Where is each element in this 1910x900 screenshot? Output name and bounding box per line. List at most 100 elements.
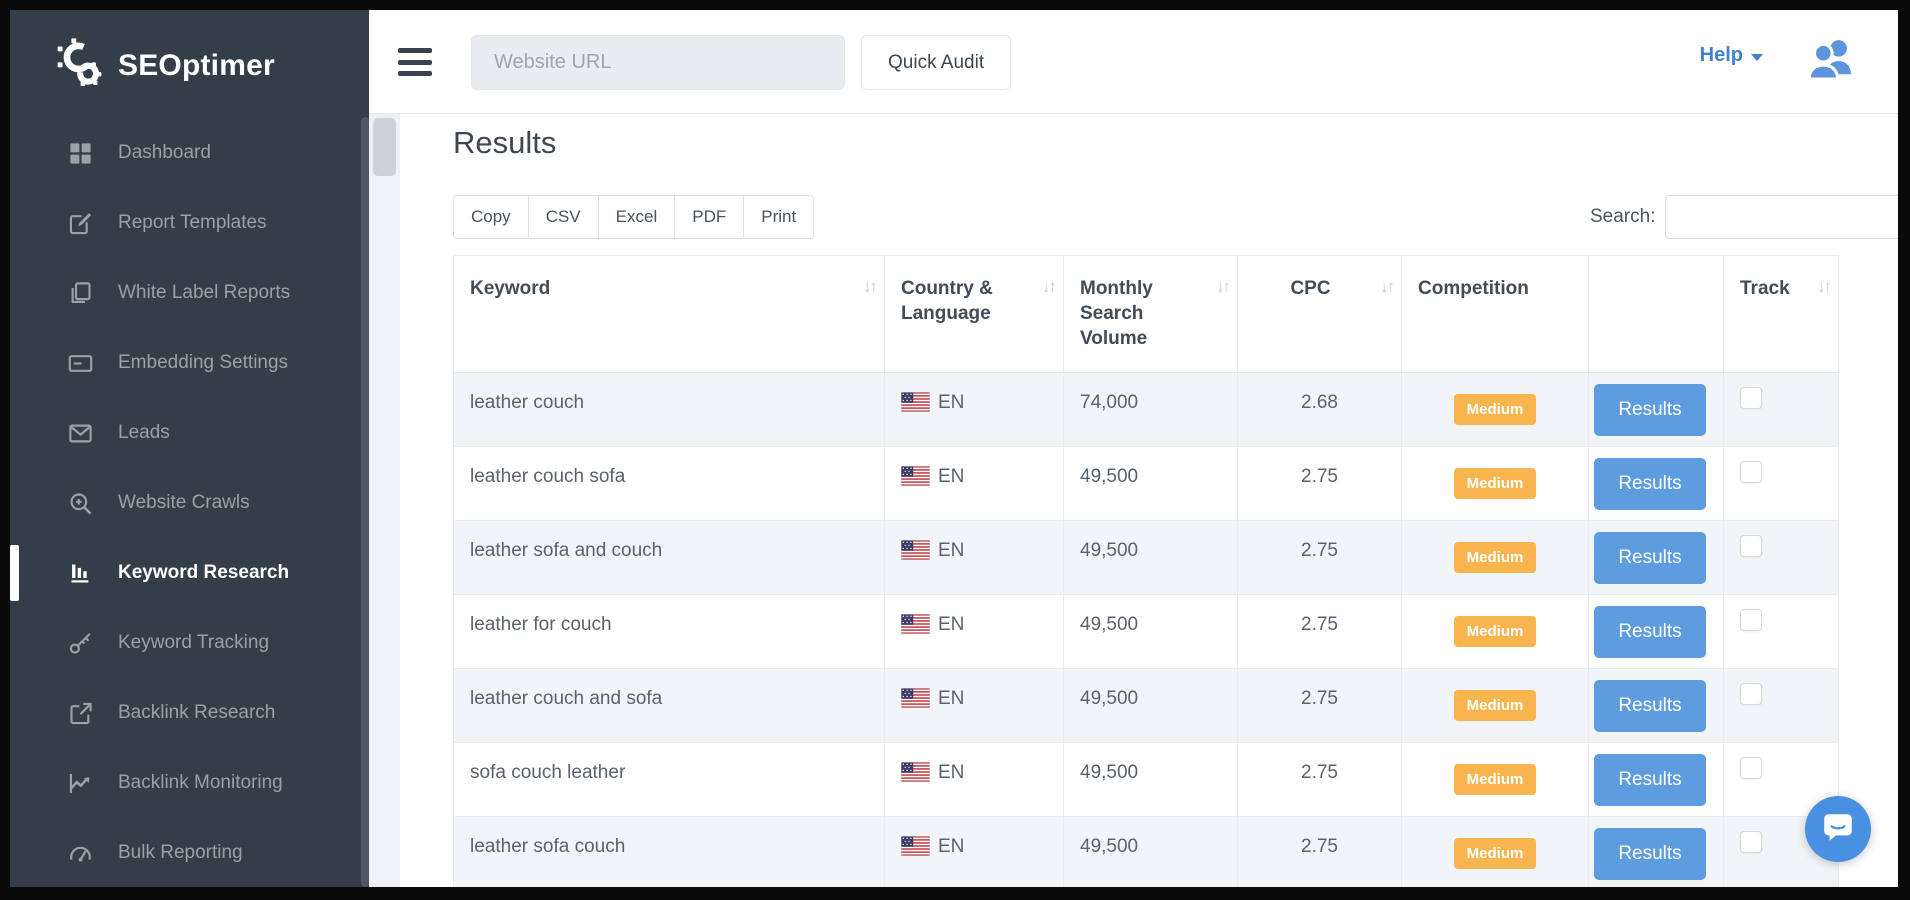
sidebar-item-label: Dashboard: [118, 142, 211, 163]
hamburger-icon: [398, 48, 432, 53]
column-header-keyword[interactable]: Keyword ↓↑: [453, 255, 885, 373]
sidebar-item-report-templates[interactable]: Report Templates: [10, 188, 369, 258]
track-checkbox[interactable]: [1740, 609, 1762, 631]
keyword-tracking-icon: [64, 630, 96, 657]
cpc-cell: 2.68: [1237, 372, 1402, 447]
language-code: EN: [938, 614, 965, 635]
results-button[interactable]: Results: [1594, 754, 1706, 806]
sidebar-scrollbar[interactable]: [361, 117, 369, 887]
cpc-cell: 2.75: [1237, 594, 1402, 669]
sidebar-item-label: Keyword Research: [118, 562, 290, 583]
sidebar-item-backlink-research[interactable]: Backlink Research: [10, 678, 369, 748]
sidebar-item-dashboard[interactable]: Dashboard: [10, 118, 369, 188]
csv-export-button[interactable]: CSV: [528, 195, 599, 239]
column-label: Track: [1740, 278, 1790, 299]
sort-icon[interactable]: ↓↑: [1216, 277, 1231, 296]
actions-cell: Results: [1588, 372, 1724, 447]
leads-icon: [64, 420, 96, 447]
sidebar-item-leads[interactable]: Leads: [10, 398, 369, 468]
copy-export-button[interactable]: Copy: [453, 195, 529, 239]
sidebar-item-website-crawls[interactable]: Website Crawls: [10, 468, 369, 538]
actions-cell: Results: [1588, 446, 1724, 521]
competition-cell: Medium: [1401, 372, 1589, 447]
track-checkbox[interactable]: [1740, 683, 1762, 705]
sidebar-item-keyword-tracking[interactable]: Keyword Tracking: [10, 608, 369, 678]
country-language-cell: EN: [884, 816, 1064, 887]
results-button[interactable]: Results: [1594, 458, 1706, 510]
track-checkbox[interactable]: [1740, 535, 1762, 557]
competition-badge: Medium: [1453, 542, 1537, 573]
main-scrollbar-thumb[interactable]: [373, 118, 396, 176]
sidebar-item-label: Backlink Monitoring: [118, 772, 283, 793]
excel-export-button[interactable]: Excel: [598, 195, 676, 239]
results-button[interactable]: Results: [1594, 384, 1706, 436]
sidebar-item-keyword-research[interactable]: Keyword Research: [10, 538, 369, 608]
country-language-cell: EN: [884, 520, 1064, 595]
account-button[interactable]: [1806, 35, 1856, 84]
sidebar-item-white-label-reports[interactable]: White Label Reports: [10, 258, 369, 328]
results-button[interactable]: Results: [1594, 606, 1706, 658]
sidebar-item-label: Bulk Reporting: [118, 842, 243, 863]
monthly-search-volume-cell: 49,500: [1063, 594, 1238, 669]
cpc-cell: 2.75: [1237, 520, 1402, 595]
cpc-cell: 2.75: [1237, 816, 1402, 887]
sort-icon[interactable]: ↓↑: [863, 277, 878, 296]
language-code: EN: [938, 762, 965, 783]
column-header-track[interactable]: Track ↓↑: [1723, 255, 1839, 373]
competition-badge: Medium: [1453, 764, 1537, 795]
sidebar-item-embedding-settings[interactable]: Embedding Settings: [10, 328, 369, 398]
sidebar-item-backlink-monitoring[interactable]: Backlink Monitoring: [10, 748, 369, 818]
column-header-volume[interactable]: Monthly Search Volume ↓↑: [1063, 255, 1238, 373]
us-flag-icon: [900, 835, 938, 857]
competition-cell: Medium: [1401, 520, 1589, 595]
track-cell: [1723, 520, 1839, 595]
results-button[interactable]: Results: [1594, 532, 1706, 584]
quick-audit-button[interactable]: Quick Audit: [861, 35, 1012, 90]
chat-launcher-button[interactable]: [1805, 796, 1871, 862]
country-language-cell: EN: [884, 668, 1064, 743]
table-row: leather couch sofa EN 49,500 2.75 Medium Resu…: [453, 446, 1839, 521]
competition-cell: Medium: [1401, 446, 1589, 521]
competition-badge: Medium: [1453, 690, 1537, 721]
track-checkbox[interactable]: [1740, 757, 1762, 779]
sort-icon[interactable]: ↓↑: [1380, 277, 1395, 296]
column-header-actions: [1588, 255, 1724, 373]
table-row: leather couch EN 74,000 2.68 Medium Results: [453, 372, 1839, 447]
track-cell: [1723, 668, 1839, 743]
pdf-export-button[interactable]: PDF: [675, 195, 745, 239]
us-flag-icon: [900, 613, 938, 635]
track-checkbox[interactable]: [1740, 831, 1762, 853]
sort-icon[interactable]: ↓↑: [1817, 277, 1832, 296]
monthly-search-volume-cell: 49,500: [1063, 668, 1238, 743]
search-input[interactable]: [1665, 195, 1898, 239]
us-flag-icon: [900, 761, 938, 783]
actions-cell: Results: [1588, 816, 1724, 887]
country-language-cell: EN: [884, 446, 1064, 521]
results-table: Keyword ↓↑ Country & Language ↓↑ Monthly Sea…: [453, 255, 1839, 887]
track-checkbox[interactable]: [1740, 461, 1762, 483]
main-scrollbar-track[interactable]: [369, 114, 400, 887]
column-header-country[interactable]: Country & Language ↓↑: [884, 255, 1064, 373]
competition-badge: Medium: [1453, 468, 1537, 499]
us-flag-icon: [900, 687, 938, 709]
keyword-cell: leather couch: [453, 372, 885, 447]
column-header-cpc[interactable]: CPC ↓↑: [1237, 255, 1402, 373]
menu-toggle-button[interactable]: [398, 46, 434, 78]
sidebar-item-label: White Label Reports: [118, 282, 291, 303]
website-url-input[interactable]: [471, 35, 845, 90]
help-menu[interactable]: Help: [1700, 44, 1763, 67]
results-button[interactable]: Results: [1594, 680, 1706, 732]
track-checkbox[interactable]: [1740, 387, 1762, 409]
actions-cell: Results: [1588, 520, 1724, 595]
language-code: EN: [938, 466, 965, 487]
sidebar-item-bulk-reporting[interactable]: Bulk Reporting: [10, 818, 369, 887]
results-button[interactable]: Results: [1594, 828, 1706, 880]
brand-logo[interactable]: SEOptimer: [10, 10, 369, 96]
language-code: EN: [938, 540, 965, 561]
us-flag-icon: [900, 391, 938, 413]
print-export-button[interactable]: Print: [744, 195, 815, 239]
sort-icon[interactable]: ↓↑: [1042, 277, 1057, 296]
keyword-cell: sofa couch leather: [453, 742, 885, 817]
track-cell: [1723, 372, 1839, 447]
keyword-cell: leather sofa couch: [453, 816, 885, 887]
